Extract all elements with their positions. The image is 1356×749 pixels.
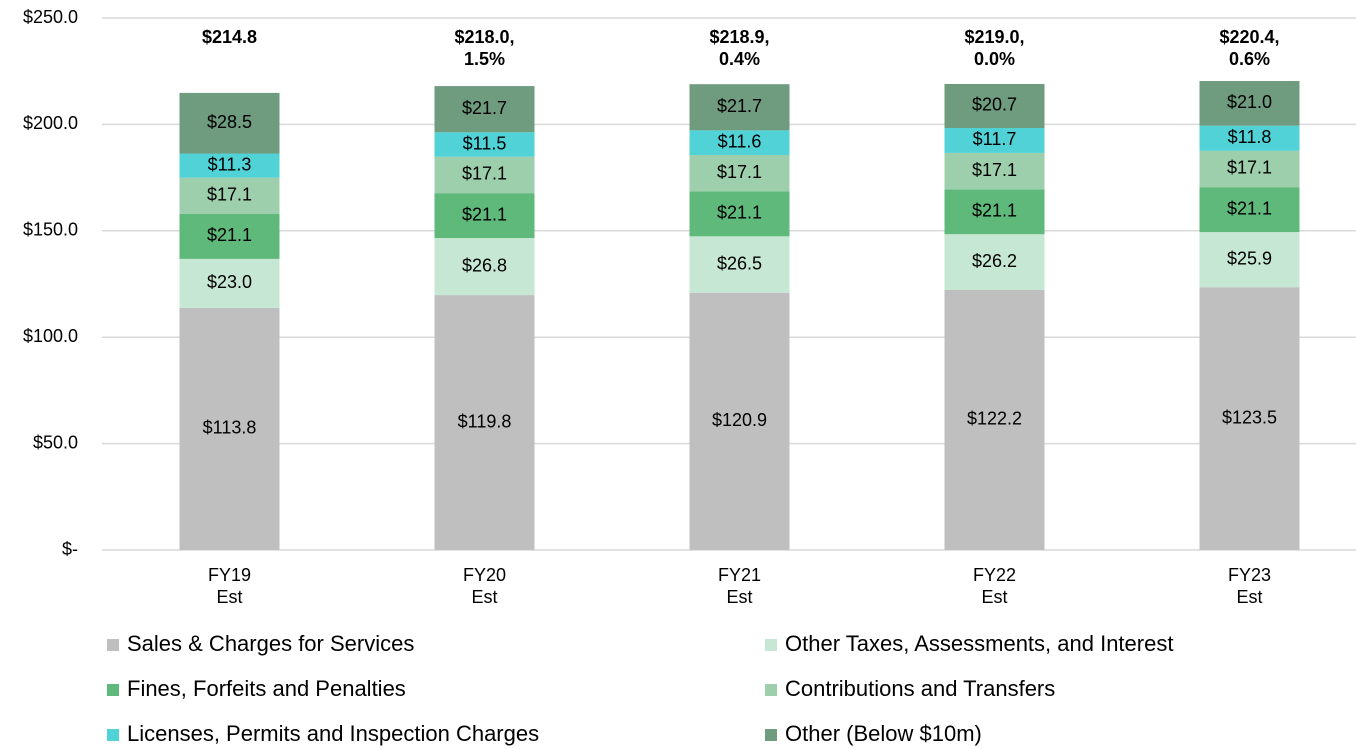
x-tick-label: FY23 xyxy=(1228,565,1271,585)
data-label: $17.1 xyxy=(717,162,762,182)
data-label: $11.6 xyxy=(718,131,762,151)
x-tick-label: Est xyxy=(1236,587,1262,607)
bar-segment xyxy=(179,153,280,178)
total-label: 0.6% xyxy=(1229,49,1270,69)
data-label: $122.2 xyxy=(967,409,1022,429)
bar-segment xyxy=(689,130,790,156)
x-tick-label: Est xyxy=(216,587,242,607)
x-tick-label: FY19 xyxy=(208,565,251,585)
legend-label: Other Taxes, Assessments, and Interest xyxy=(785,631,1173,656)
bar-segment xyxy=(434,86,535,133)
legend-label: Fines, Forfeits and Penalties xyxy=(127,676,406,701)
data-label: $28.5 xyxy=(207,112,252,132)
x-tick-label: Est xyxy=(471,587,497,607)
total-label: $214.8 xyxy=(202,27,257,47)
total-label: $218.0, xyxy=(454,27,514,47)
data-label: $21.7 xyxy=(462,98,507,118)
bar-segment xyxy=(944,289,1045,550)
data-label: $26.2 xyxy=(972,251,1017,271)
bar-segment xyxy=(689,236,790,293)
legend-swatch xyxy=(765,729,777,741)
legend-label: Other (Below $10m) xyxy=(785,721,982,746)
legend-swatch xyxy=(107,729,119,741)
data-label: $119.8 xyxy=(458,411,512,431)
data-label: $17.1 xyxy=(462,164,507,184)
data-label: $20.7 xyxy=(972,95,1017,115)
data-label: $21.7 xyxy=(717,96,762,116)
total-label: $219.0, xyxy=(964,27,1024,47)
legend-label: Contributions and Transfers xyxy=(785,676,1055,701)
legend-swatch xyxy=(107,639,119,651)
bar-segment xyxy=(689,292,790,550)
bar-segment xyxy=(944,128,1045,153)
bar-segment xyxy=(944,83,1045,129)
total-label: $220.4, xyxy=(1219,27,1279,47)
legend-label: Licenses, Permits and Inspection Charges xyxy=(127,721,539,746)
bar-segment xyxy=(179,213,280,259)
data-label: $21.0 xyxy=(1227,92,1272,112)
data-label: $21.1 xyxy=(207,225,252,245)
x-tick-label: FY22 xyxy=(973,565,1016,585)
bar-segment xyxy=(689,191,790,237)
total-label: 0.4% xyxy=(719,49,760,69)
bar-segment xyxy=(434,156,535,194)
legend-label: Sales & Charges for Services xyxy=(127,631,414,656)
bar-segment xyxy=(1199,287,1300,550)
bar-segment xyxy=(944,152,1045,190)
data-label: $21.1 xyxy=(462,204,507,224)
x-tick-label: FY21 xyxy=(718,565,761,585)
data-label: $113.8 xyxy=(203,418,257,438)
data-label: $26.8 xyxy=(462,255,507,275)
legend-swatch xyxy=(765,639,777,651)
bar-segment xyxy=(179,307,280,550)
bar-segment xyxy=(179,258,280,308)
bar-segment xyxy=(689,155,790,192)
data-label: $21.1 xyxy=(972,201,1017,221)
bar-segment xyxy=(179,92,280,154)
x-tick-label: Est xyxy=(981,587,1007,607)
data-label: $23.0 xyxy=(207,272,252,292)
data-label: $17.1 xyxy=(207,185,252,205)
data-label: $11.5 xyxy=(463,133,507,153)
data-label: $26.5 xyxy=(717,253,762,273)
x-tick-label: Est xyxy=(726,587,752,607)
y-tick-label: $150.0 xyxy=(23,220,78,240)
data-label: $21.1 xyxy=(717,203,762,223)
data-label: $11.3 xyxy=(208,154,252,174)
bar-segment xyxy=(434,295,535,550)
data-label: $17.1 xyxy=(972,160,1017,180)
y-tick-label: $200.0 xyxy=(23,113,78,133)
legend-swatch xyxy=(765,684,777,696)
data-label: $25.9 xyxy=(1227,248,1272,268)
bar-segment xyxy=(434,132,535,157)
data-label: $123.5 xyxy=(1222,407,1277,427)
bar-segment xyxy=(179,177,280,214)
total-label: 1.5% xyxy=(464,49,505,69)
bar-segment xyxy=(1199,232,1300,288)
bar-segment xyxy=(944,189,1045,235)
data-label: $11.8 xyxy=(1228,127,1272,147)
total-label: 0.0% xyxy=(974,49,1015,69)
data-label: $120.9 xyxy=(712,410,767,430)
bar-segment xyxy=(434,238,535,296)
x-tick-label: FY20 xyxy=(463,565,506,585)
bar-segment xyxy=(689,84,790,131)
bar-segment xyxy=(1199,150,1300,188)
y-tick-label: $250.0 xyxy=(23,7,78,27)
bar-segment xyxy=(434,193,535,239)
y-tick-label: $50.0 xyxy=(33,432,78,452)
y-tick-label: $- xyxy=(62,539,78,559)
data-label: $11.7 xyxy=(973,129,1017,149)
data-label: $17.1 xyxy=(1227,158,1272,178)
bar-segment xyxy=(1199,80,1300,126)
data-label: $21.1 xyxy=(1227,198,1272,218)
total-label: $218.9, xyxy=(709,27,769,47)
bar-segment xyxy=(944,234,1045,290)
legend-swatch xyxy=(107,684,119,696)
bar-segment xyxy=(1199,187,1300,233)
y-tick-label: $100.0 xyxy=(23,326,78,346)
bar-segment xyxy=(1199,125,1300,151)
